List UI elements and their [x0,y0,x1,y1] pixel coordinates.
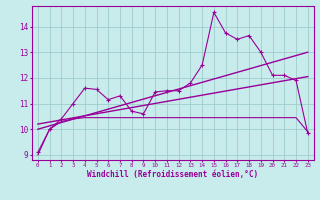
X-axis label: Windchill (Refroidissement éolien,°C): Windchill (Refroidissement éolien,°C) [87,170,258,179]
